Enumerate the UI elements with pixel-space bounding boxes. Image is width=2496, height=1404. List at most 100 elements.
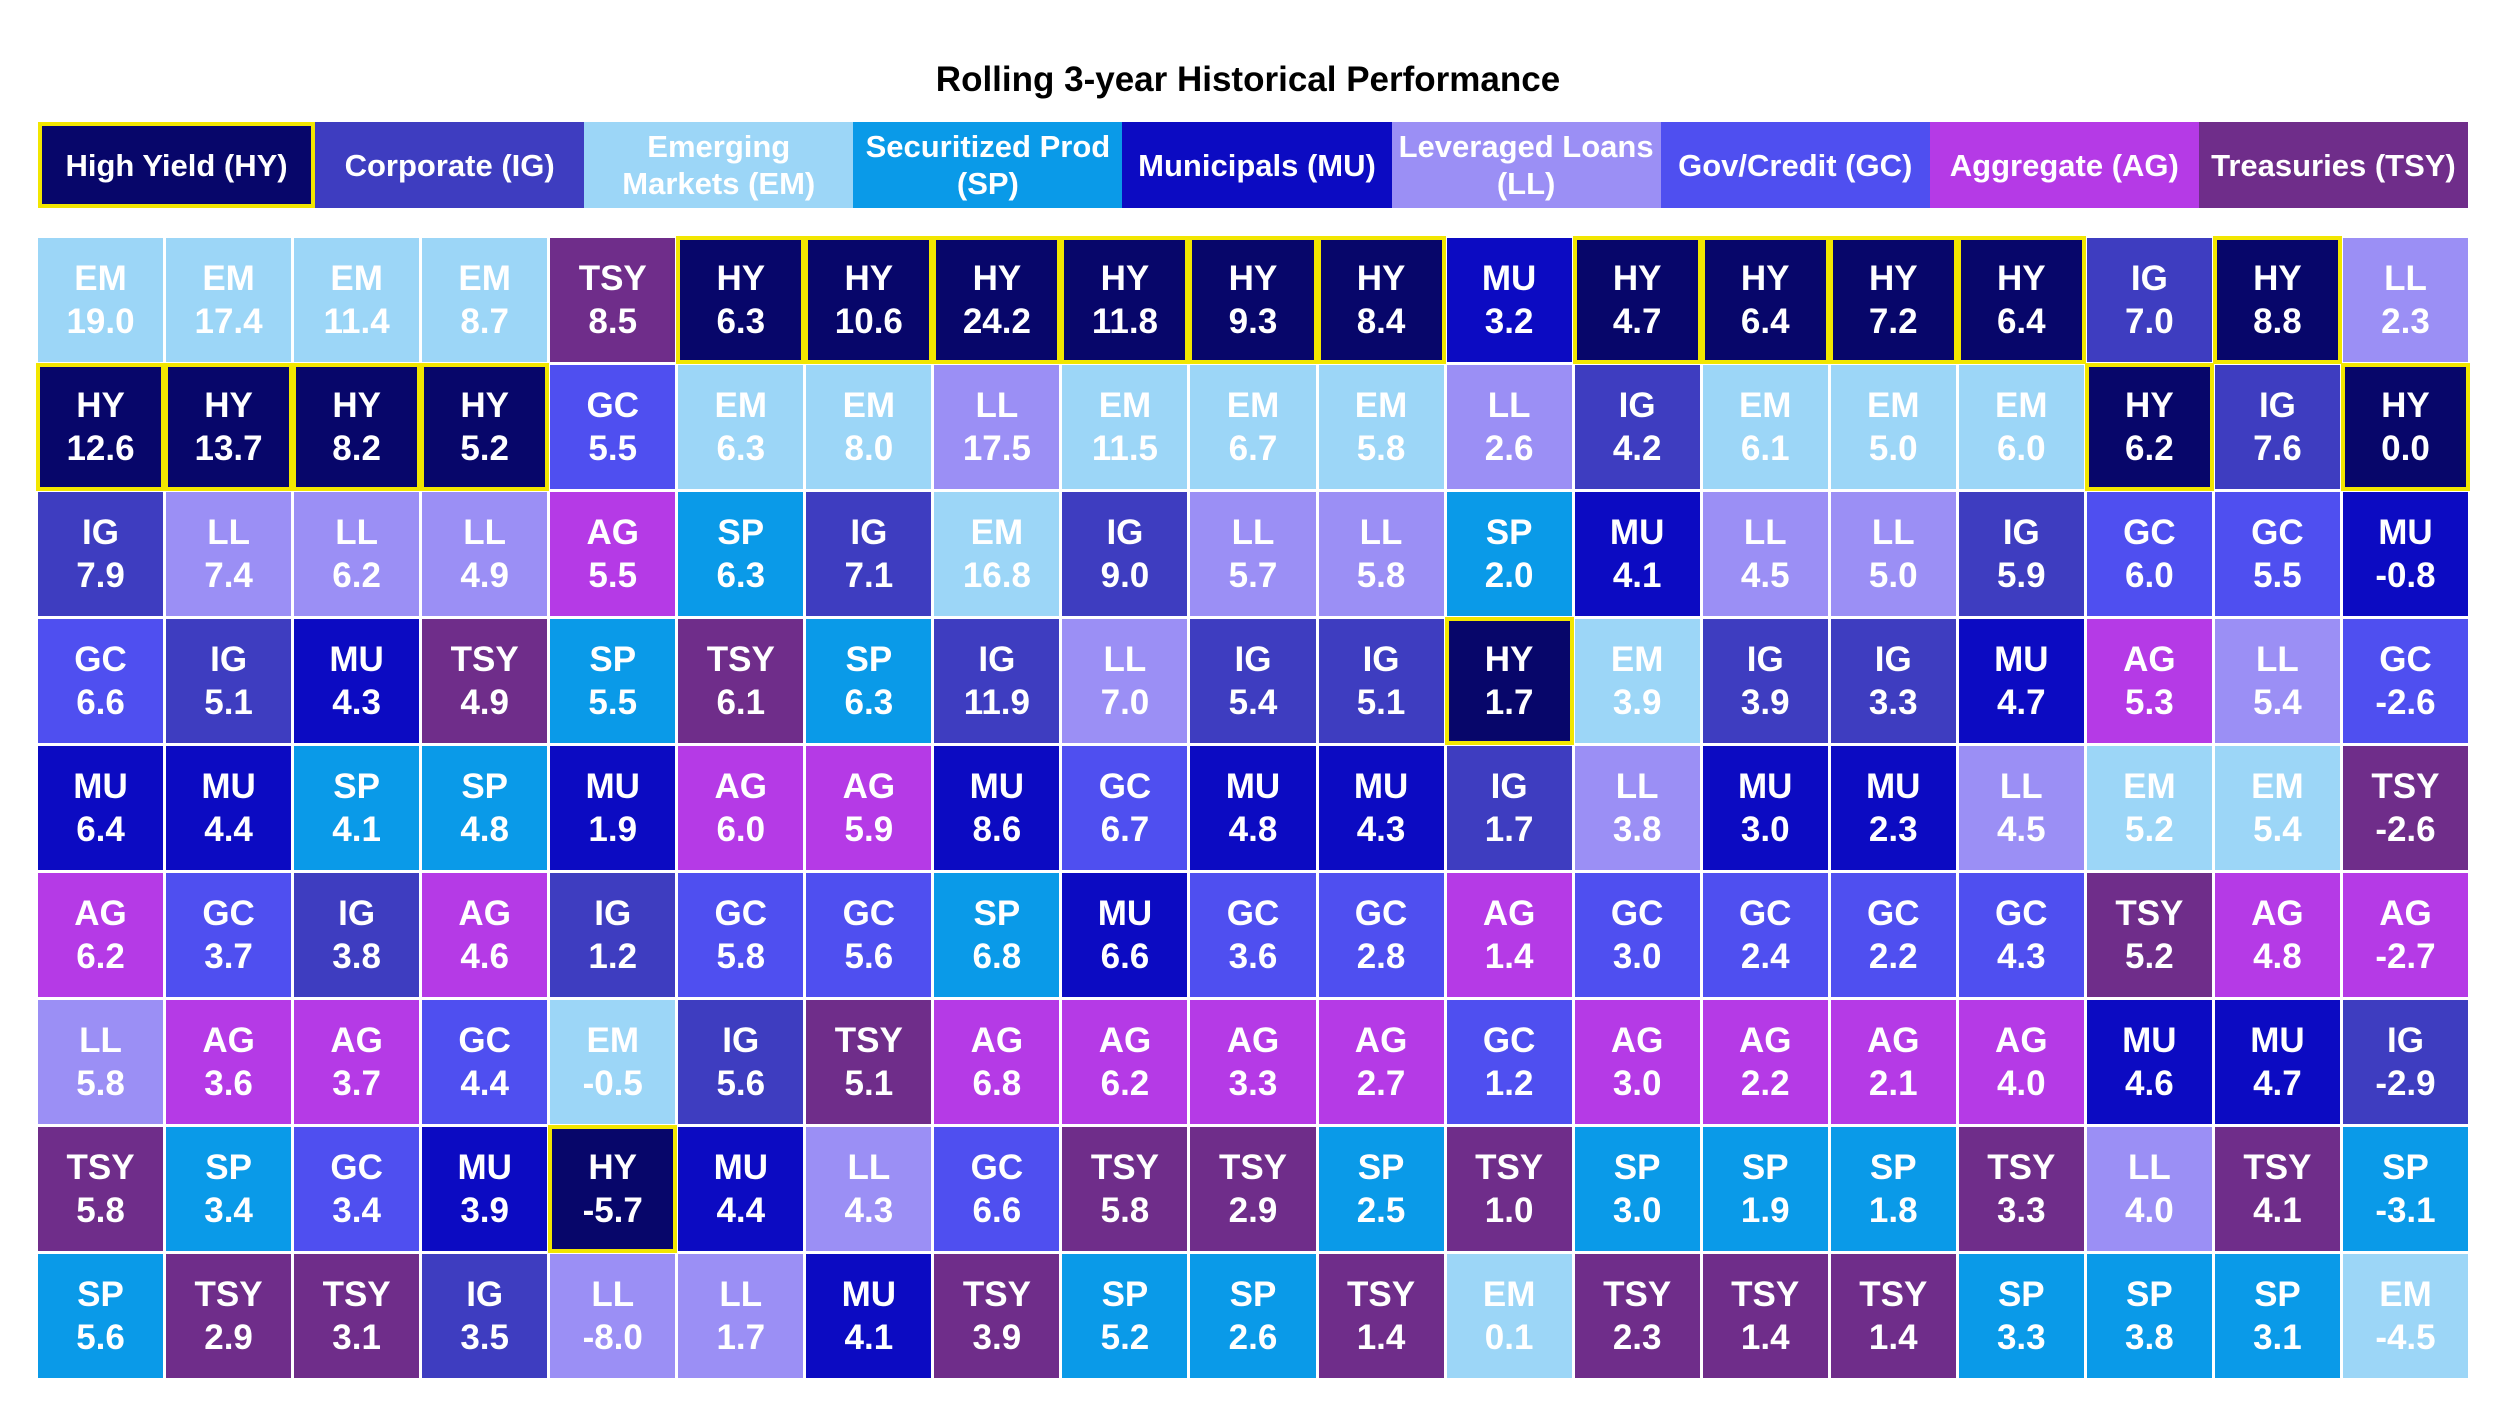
cell-return-value: 5.1 — [204, 683, 253, 722]
cell-return-value: 4.0 — [2125, 1191, 2174, 1230]
cell-return-value: 1.2 — [1484, 1064, 1534, 1103]
cell-return-value: 5.9 — [1996, 556, 2046, 595]
legend-item-hy: High Yield (HY) — [38, 122, 316, 208]
table-cell-tsy: TSY 3.1 — [294, 1254, 420, 1378]
cell-asset-code: GC — [714, 894, 768, 933]
cell-asset-code: HY — [1100, 259, 1150, 298]
table-cell-em: EM 8.7 — [422, 238, 548, 362]
cell-return-value: -0.8 — [2375, 556, 2436, 595]
cell-asset-code: TSY — [2371, 767, 2440, 806]
cell-asset-code: TSY — [1475, 1148, 1544, 1187]
cell-asset-code: TSY — [578, 259, 647, 298]
cell-return-value: 3.0 — [1612, 1191, 1662, 1230]
cell-asset-code: IG — [210, 640, 248, 679]
table-cell-hy: HY 6.3 — [676, 236, 806, 364]
table-cell-gc: GC 6.0 — [2086, 492, 2212, 616]
cell-asset-code: AG — [1738, 1021, 1792, 1060]
table-cell-ig: IG 7.0 — [2086, 238, 2212, 362]
table-cell-em: EM 19.0 — [38, 238, 164, 362]
cell-return-value: 5.4 — [2253, 683, 2302, 722]
table-cell-gc: GC 6.6 — [934, 1127, 1060, 1251]
cell-return-value: 3.7 — [332, 1064, 381, 1103]
cell-return-value: 1.9 — [588, 810, 638, 849]
cell-return-value: 1.4 — [1740, 1318, 1790, 1357]
cell-return-value: 8.4 — [1356, 302, 1406, 341]
cell-return-value: 9.0 — [1100, 556, 1150, 595]
cell-return-value: 24.2 — [962, 302, 1031, 341]
cell-return-value: 2.8 — [1356, 937, 1406, 976]
table-cell-ig: IG 11.9 — [934, 619, 1060, 743]
table-cell-sp: SP 2.6 — [1190, 1254, 1316, 1378]
cell-return-value: 1.4 — [1356, 1318, 1406, 1357]
cell-return-value: 3.0 — [1612, 937, 1662, 976]
cell-asset-code: EM — [202, 259, 255, 298]
cell-asset-code: HY — [1868, 259, 1918, 298]
table-cell-tsy: TSY 5.2 — [2086, 873, 2212, 997]
table-cell-gc: GC 5.5 — [2214, 492, 2340, 616]
cell-return-value: 4.8 — [2253, 937, 2302, 976]
table-cell-ll: LL 5.4 — [2214, 619, 2340, 743]
cell-return-value: 4.3 — [332, 683, 381, 722]
table-cell-tsy: TSY 1.0 — [1446, 1127, 1572, 1251]
cell-return-value: 8.8 — [2253, 302, 2302, 341]
cell-asset-code: AG — [2379, 894, 2432, 933]
cell-return-value: 1.2 — [588, 937, 638, 976]
cell-asset-code: MU — [2122, 1021, 2177, 1060]
cell-asset-code: GC — [1867, 894, 1920, 933]
table-cell-tsy: TSY 8.5 — [550, 238, 676, 362]
cell-return-value: 5.8 — [716, 937, 766, 976]
cell-return-value: 4.9 — [460, 556, 509, 595]
table-cell-ll: LL 4.5 — [1702, 492, 1828, 616]
cell-return-value: 8.0 — [844, 429, 894, 468]
cell-asset-code: LL — [2127, 1148, 2171, 1187]
cell-return-value: 19.0 — [66, 302, 135, 341]
cell-return-value: 6.3 — [716, 556, 766, 595]
cell-return-value: 3.3 — [1996, 1318, 2046, 1357]
table-cell-hy: HY 9.3 — [1188, 236, 1318, 364]
cell-return-value: -2.7 — [2375, 937, 2436, 976]
table-cell-ll: LL 5.8 — [38, 1000, 164, 1124]
cell-return-value: 5.3 — [2125, 683, 2174, 722]
cell-return-value: 5.7 — [1228, 556, 1278, 595]
table-cell-ll: LL 4.9 — [422, 492, 548, 616]
cell-asset-code: SP — [1613, 1148, 1661, 1187]
cell-asset-code: GC — [1482, 1021, 1536, 1060]
cell-return-value: 2.3 — [1612, 1318, 1662, 1357]
cell-return-value: 6.4 — [76, 810, 125, 849]
table-cell-ig: IG 4.2 — [1574, 365, 1700, 489]
cell-asset-code: TSY — [834, 1021, 903, 1060]
table-cell-mu: MU 4.3 — [294, 619, 420, 743]
cell-asset-code: IG — [1618, 386, 1656, 425]
cell-asset-code: AG — [1354, 1021, 1408, 1060]
table-cell-em: EM 6.1 — [1702, 365, 1828, 489]
cell-return-value: 6.6 — [972, 1191, 1022, 1230]
legend-item-ig: Corporate (IG) — [315, 122, 585, 208]
cell-return-value: 1.4 — [1868, 1318, 1918, 1357]
cell-asset-code: GC — [2123, 513, 2176, 552]
cell-asset-code: GC — [1226, 894, 1280, 933]
cell-asset-code: AG — [330, 1021, 383, 1060]
cell-return-value: 5.1 — [844, 1064, 894, 1103]
table-cell-hy: HY 13.7 — [164, 363, 294, 491]
cell-asset-code: HY — [1228, 259, 1278, 298]
cell-return-value: 4.2 — [1612, 429, 1662, 468]
cell-return-value: 4.6 — [460, 937, 509, 976]
cell-return-value: 1.4 — [1484, 937, 1534, 976]
cell-asset-code: TSY — [962, 1275, 1031, 1314]
cell-asset-code: IG — [850, 513, 888, 552]
cell-asset-code: EM — [1610, 640, 1664, 679]
cell-asset-code: MU — [457, 1148, 512, 1187]
table-cell-gc: GC 6.7 — [1062, 746, 1188, 870]
table-cell-hy: HY 24.2 — [932, 236, 1062, 364]
cell-asset-code: IG — [722, 1021, 760, 1060]
cell-asset-code: LL — [1615, 767, 1659, 806]
table-cell-sp: SP 5.2 — [1062, 1254, 1188, 1378]
cell-asset-code: HY — [1740, 259, 1790, 298]
cell-return-value: 7.0 — [2125, 302, 2174, 341]
chart-title: Rolling 3-year Historical Performance — [935, 60, 1561, 99]
table-cell-sp: SP 6.3 — [806, 619, 932, 743]
cell-return-value: 7.4 — [204, 556, 253, 595]
cell-asset-code: MU — [2250, 1021, 2305, 1060]
cell-return-value: 4.5 — [1740, 556, 1790, 595]
table-cell-gc: GC 3.0 — [1574, 873, 1700, 997]
